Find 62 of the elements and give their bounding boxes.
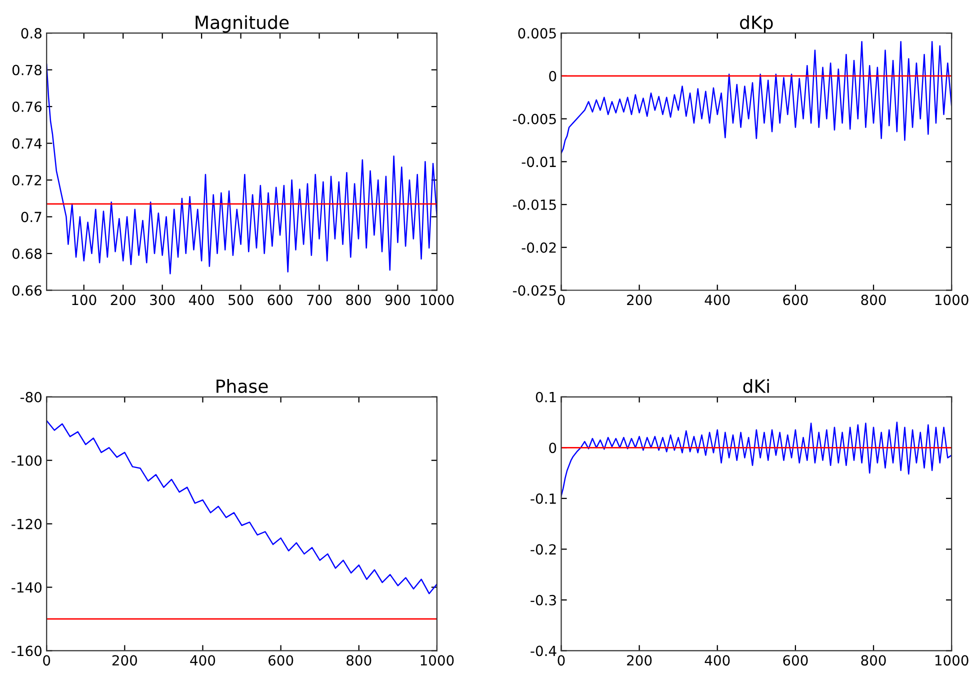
y-tick-label: 0.7 [21,212,42,222]
x-tick-label: 1000 [420,294,454,306]
x-tick-label: 800 [861,655,886,666]
y-tick-label: -0.005 [512,114,556,124]
y-tick-label: -0.3 [530,594,556,606]
x-tick-label: 700 [307,294,332,306]
x-tick-label: 0 [558,655,565,666]
x-tick-label: 600 [268,294,292,306]
y-tick-label: 0.68 [12,248,42,259]
line-series [46,420,437,594]
x-tick-label: 0 [43,655,50,666]
x-tick-label: 200 [110,294,136,306]
x-tick-label: 500 [228,294,254,306]
chart-title: Magnitude [196,15,289,33]
x-tick-label: 1000 [420,655,454,666]
y-tick-label: -0.02 [522,242,556,253]
chart-title: Phase [216,379,268,393]
y-tick-label: 0.76 [12,102,42,112]
y-tick-label: 0.8 [21,28,42,39]
x-tick-label: 200 [627,294,652,306]
x-tick-label: 600 [268,655,294,666]
y-tick-label: 0.005 [518,28,556,39]
x-tick-label: 400 [190,655,216,666]
y-tick-label: -0.015 [512,199,556,210]
x-tick-label: 100 [72,294,96,306]
chart-title: dKp [740,15,773,33]
x-tick-label: 200 [627,655,652,666]
x-tick-label: 400 [188,294,214,306]
x-tick-label: 900 [385,294,410,306]
y-tick-label: 0.1 [536,392,556,402]
chart-title: dKi [743,379,769,393]
line-series [561,422,952,497]
x-tick-label: 0 [558,294,565,306]
x-tick-label: 600 [783,294,808,306]
x-tick-label: 800 [346,655,372,666]
x-tick-label: 800 [861,294,886,306]
x-tick-label: 1000 [935,294,968,306]
x-tick-label: 400 [704,294,730,306]
x-tick-label: 600 [783,655,808,666]
y-tick-label: 0.78 [12,64,42,76]
y-tick-label: -100 [12,455,42,466]
y-tick-label: -0.4 [530,646,556,656]
x-tick-label: 1000 [935,655,968,666]
x-tick-label: 800 [346,294,371,306]
y-tick-label: -120 [12,518,42,530]
x-tick-label: 400 [704,655,730,666]
x-tick-label: 200 [112,655,138,666]
y-tick-label: 0.72 [12,175,42,186]
y-tick-label: 0 [549,442,556,454]
y-tick-label: -0.1 [530,493,556,504]
y-tick-label: -80 [20,392,42,402]
y-tick-label: 0 [549,70,556,82]
y-tick-label: -160 [12,646,42,656]
line-series [561,41,952,154]
y-tick-label: -0.025 [512,285,556,296]
y-tick-label: 0.66 [12,285,42,296]
y-tick-label: -0.2 [530,544,556,555]
y-tick-label: -0.01 [522,156,556,168]
y-tick-label: 0.74 [12,138,42,149]
y-tick-label: -140 [12,582,42,593]
x-tick-label: 300 [150,294,175,306]
line-series [46,64,437,274]
